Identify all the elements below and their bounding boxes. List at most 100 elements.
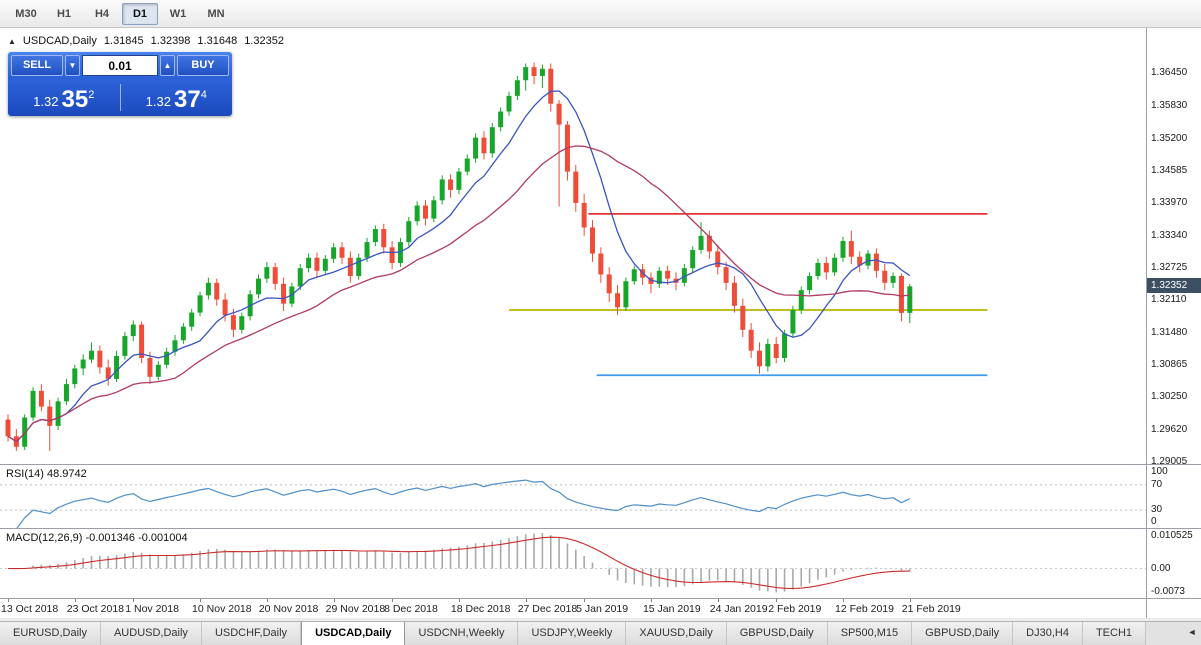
price-axis-label: 1.30865 [1151,359,1188,370]
candle [590,227,595,254]
candle [222,299,228,316]
candle [130,324,136,337]
price-axis-label: 1.35830 [1151,99,1188,111]
timeframe-d1[interactable]: D1 [122,2,158,25]
candle [706,235,712,252]
candle [690,249,696,269]
candle [598,253,604,275]
chart-tab-bar: EURUSD,Daily AUDUSD,Daily USDCHF,Daily USDC… [0,621,1201,645]
candle [456,171,462,190]
candle [5,419,11,437]
macd-chart[interactable] [0,530,1146,599]
candle [114,355,120,379]
candle [656,270,662,284]
sell-button[interactable]: SELL [11,55,63,76]
volume-input[interactable]: 0.01 [82,55,158,76]
candle [723,267,729,283]
candle [715,251,721,268]
candle [423,205,428,219]
chevron-up-icon: ▲ [163,60,172,70]
candlestick-chart[interactable] [0,28,1146,464]
candle [539,68,545,77]
date-label: 13 Oct 2018 [1,603,59,615]
price-axis[interactable]: 1.36450 1.35830 1.35200 1.34585 1.33970 1.333… [1147,28,1201,467]
candle [97,350,103,368]
candle [122,336,128,356]
ohlc-open: 1.31845 [103,35,144,47]
trade-panel-prices: 1.32 35 2 1.32 37 4 [8,79,232,116]
bid-price-pips: 35 [61,86,89,113]
chart-symbol-label: USDCAD,Daily [22,35,97,47]
price-axis-label: 1.33340 [1151,229,1188,241]
candle [22,417,28,447]
chart-tab-tech1[interactable]: TECH1 [1082,622,1146,645]
chart-marker-icon: ▲ [8,36,16,46]
candle [356,257,362,277]
candle [164,351,170,365]
candle [147,358,153,377]
candle [281,283,287,304]
candle [681,268,687,283]
timeframe-h4[interactable]: H4 [94,7,110,20]
main-chart-canvas[interactable]: ▲ USDCAD,Daily 1.31845 1.32398 1.31648 1… [0,28,1146,464]
chart-tab-usdcnh-weekly[interactable]: USDCNH,Weekly [405,622,519,645]
right-axis-column: 1.36450 1.35830 1.35200 1.34585 1.33970 1.333… [1146,28,1201,618]
rsi-panel[interactable]: RSI(14) 48.9742 [0,464,1146,529]
date-label: 24 Jan 2019 [709,603,768,615]
tab-scroll-left-icon[interactable]: ◄ [1187,627,1197,637]
date-label: 1 Nov 2018 [125,603,179,615]
macd-panel[interactable]: MACD(12,26,9) -0.001346 -0.001004 [0,528,1146,598]
macd-signal-line [7,536,910,590]
candle [314,257,320,271]
candle [731,282,737,306]
chart-tab-sp500-m15[interactable]: SP500,M15 [827,622,913,645]
buy-button[interactable]: BUY [177,55,229,76]
chart-tab-gbpusd-daily[interactable]: GBPUSD,Daily [912,622,1014,645]
rsi-axis-label: 100 [1151,466,1168,477]
volume-increase-button[interactable]: ▲ [160,55,175,76]
rsi-axis-label: 70 [1151,478,1163,490]
date-tick [8,599,9,602]
chart-tab-eurusd-daily[interactable]: EURUSD,Daily [0,622,101,645]
candle [581,202,587,228]
rsi-chart[interactable] [0,466,1146,529]
macd-axis: 0.010525 0.00 -0.0073 [1147,528,1201,598]
chart-tab-xauusd-daily[interactable]: XAUUSD,Daily [626,622,727,645]
candle [873,253,879,271]
date-tick [584,599,586,602]
candle [381,229,387,248]
timeframe-mn[interactable]: MN [207,7,225,20]
chart-tab-usdcad-daily[interactable]: USDCAD,Daily [301,622,406,645]
price-axis-label: 1.32110 [1151,293,1187,305]
candle [573,171,579,203]
timeframe-h1[interactable]: H1 [56,7,72,20]
date-tick [776,599,778,602]
volume-decrease-button[interactable]: ▼ [65,55,80,76]
date-label: 15 Jan 2019 [642,603,701,615]
chart-tab-usdjpy-weekly[interactable]: USDJPY,Weekly [518,622,627,645]
chart-tab-usdchf-daily[interactable]: USDCHF,Daily [201,622,302,645]
date-label: 18 Dec 2018 [450,603,511,615]
chart-tab-gbpusd-daily[interactable]: GBPUSD,Daily [726,622,828,645]
price-axis-label: 1.33970 [1151,196,1188,208]
candle [197,295,203,313]
one-click-trading-panel: SELL ▼ 0.01 ▲ BUY 1.32 35 2 1.32 37 4 [8,52,232,116]
candle [556,103,562,125]
price-axis-label: 1.32725 [1151,261,1188,273]
macd-title: MACD(12,26,9) -0.001346 -0.001004 [6,532,188,544]
chart-tab-dj30-h4[interactable]: DJ30,H4 [1013,622,1083,645]
candle [790,309,796,334]
candle [606,274,612,294]
macd-axis-label: 0.010525 [1151,530,1193,541]
timeframe-w1[interactable]: W1 [169,7,187,20]
candle [180,326,186,341]
candle [389,247,395,263]
candle [857,256,863,266]
timeframe-m30[interactable]: M30 [15,7,37,20]
chart-tab-audusd-daily[interactable]: AUDUSD,Daily [100,622,202,645]
candle [80,359,86,369]
candle [364,242,370,258]
candle [239,316,245,330]
candle [205,282,211,296]
date-axis[interactable]: 13 Oct 2018 23 Oct 2018 1 Nov 2018 10 Nov 2… [0,598,1146,618]
